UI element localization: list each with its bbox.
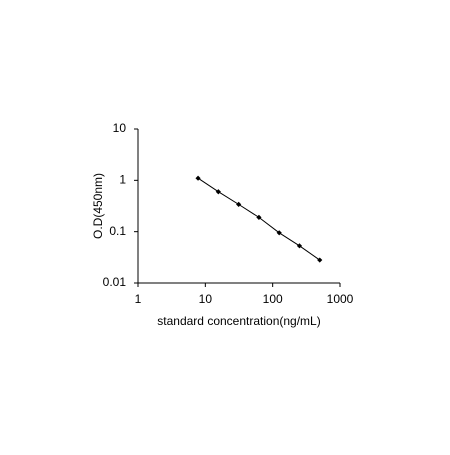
- x-tick-label: 100: [263, 292, 283, 306]
- x-tick-label: 1000: [327, 292, 354, 306]
- data-point: [215, 189, 221, 195]
- x-tick-label: 1: [135, 292, 142, 306]
- y-tick-label: 1: [119, 173, 126, 187]
- data-point: [236, 201, 242, 207]
- y-tick-label: 0.1: [109, 224, 126, 238]
- data-point: [296, 243, 303, 249]
- data-point: [195, 175, 201, 181]
- y-tick-label: 10: [113, 121, 127, 135]
- x-axis-label: standard concentration(ng/mL): [157, 314, 320, 328]
- data-point: [256, 214, 262, 220]
- data-point: [317, 257, 323, 263]
- data-point: [276, 230, 282, 236]
- x-tick-label: 10: [199, 292, 213, 306]
- y-axis-label: O.D(450nm): [91, 173, 105, 239]
- y-tick-label: 0.01: [103, 275, 127, 289]
